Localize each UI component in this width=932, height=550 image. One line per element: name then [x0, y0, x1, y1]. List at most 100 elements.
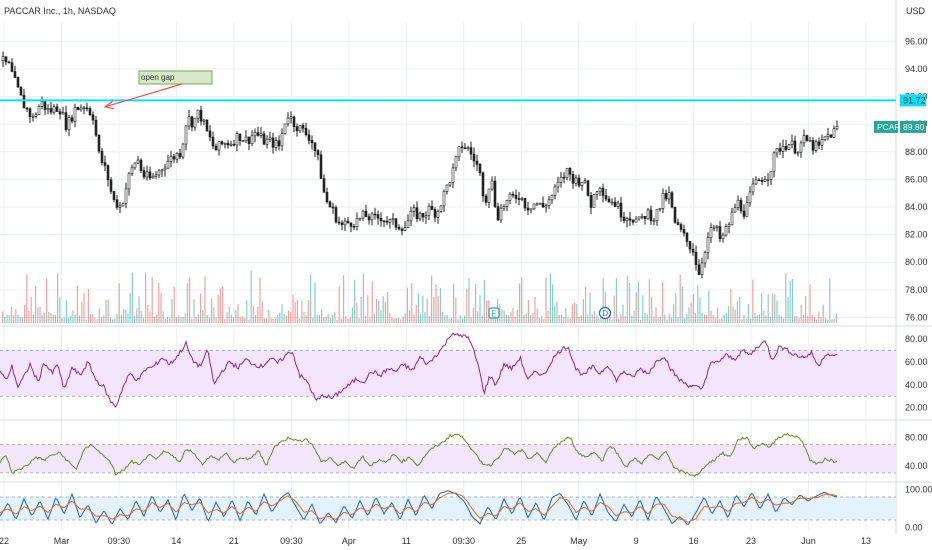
volume-bar: [312, 317, 314, 323]
volume-bar: [433, 296, 435, 323]
volume-bar: [752, 279, 754, 323]
volume-bar: [613, 295, 615, 323]
candle-body: [694, 251, 698, 266]
volume-bar: [668, 313, 670, 323]
candle-body: [601, 188, 605, 196]
candle-body: [817, 141, 821, 146]
volume-bar: [171, 298, 173, 323]
volume-bar: [68, 317, 70, 323]
candle-body: [385, 220, 389, 223]
volume-bar: [596, 315, 598, 323]
volume-bar: [246, 300, 248, 323]
candle-body: [376, 214, 380, 219]
volume-bar: [213, 307, 215, 323]
symbol-tag-text: PCAR: [877, 122, 901, 132]
volume-bar: [404, 313, 406, 323]
volume-bar: [340, 318, 342, 323]
candle-body: [778, 148, 782, 152]
candle-body: [463, 147, 467, 150]
volume-bar: [624, 315, 626, 323]
current-price-badge: PCAR 89.80: [874, 120, 926, 133]
candle-body: [355, 218, 359, 227]
candle-body: [502, 206, 506, 209]
volume-bar: [477, 311, 479, 323]
dividend-icon: [598, 306, 612, 320]
candle-body: [82, 107, 86, 110]
volume-bar: [743, 314, 745, 323]
volume-bar: [631, 315, 633, 323]
volume-bar: [241, 316, 243, 323]
volume-bar: [750, 318, 752, 323]
volume-bar: [336, 319, 338, 323]
osc-axis[interactable]: 80.00 40.00: [905, 432, 928, 471]
candle-body: [223, 142, 227, 145]
candle-body: [514, 194, 518, 199]
rsi-axis[interactable]: 80.00 60.00 40.00 20.00: [905, 334, 928, 413]
volume-bar: [813, 317, 815, 323]
candle-body: [139, 159, 143, 171]
volume-bar: [92, 314, 94, 323]
candle-body: [184, 125, 188, 145]
candle-body: [265, 138, 269, 145]
stoch-axis[interactable]: 100.00 0.00: [905, 484, 932, 532]
candle-body: [454, 156, 458, 169]
volume-bar: [413, 314, 415, 323]
volume-bar: [648, 279, 650, 323]
candle-body: [715, 226, 719, 228]
candle-body: [505, 200, 509, 207]
volume-bar: [314, 282, 316, 323]
volume-bar: [563, 316, 565, 323]
volume-bar: [472, 307, 474, 323]
candle-body: [292, 116, 296, 127]
candle-body: [580, 181, 584, 186]
candle-body: [670, 192, 674, 208]
candle-body: [679, 224, 683, 230]
price-axis[interactable]: 96.0094.0092.0090.0088.0086.0084.0082.00…: [905, 36, 928, 322]
volume-bar: [81, 301, 83, 323]
earnings-marker[interactable]: E: [488, 307, 500, 319]
volume-bar: [719, 318, 721, 323]
volume-bar: [26, 274, 28, 323]
volume-bar: [424, 311, 426, 323]
volume-bar: [732, 306, 734, 323]
volume-bar: [437, 296, 439, 323]
candle-body: [406, 220, 410, 228]
volume-bar: [15, 309, 17, 323]
volume-bar: [552, 284, 554, 323]
volume-bar: [811, 314, 813, 323]
volume-bar: [699, 297, 701, 323]
volume-bar: [754, 312, 756, 323]
volume-bar: [765, 315, 767, 323]
volume-bar: [85, 319, 87, 323]
price-tick-label: 88.00: [905, 147, 928, 157]
volume-bar: [296, 300, 298, 323]
volume-bar: [448, 318, 450, 323]
volume-bar: [789, 281, 791, 323]
dividend-marker[interactable]: D: [598, 306, 612, 320]
volume-bar: [274, 317, 276, 323]
volume-bar: [41, 315, 43, 323]
volume-bar: [763, 310, 765, 323]
volume-bar: [468, 278, 470, 323]
candle-body: [409, 210, 413, 222]
candle-body: [583, 180, 587, 183]
time-tick-label: Mar: [54, 536, 70, 546]
candle-body: [772, 152, 776, 172]
annotation-open-gap[interactable]: open gap: [103, 70, 213, 110]
price-tick-label: 94.00: [905, 64, 928, 74]
time-axis[interactable]: 22 Mar 09:30 14 21 09:30 Apr 11 09:30 25 May 9 16 23 J…: [0, 536, 871, 546]
volume-bar: [347, 318, 349, 323]
candle-body: [232, 143, 236, 146]
volume-bar: [369, 317, 371, 323]
volume-bar: [591, 314, 593, 323]
candle-body: [664, 193, 668, 200]
candle-body: [7, 61, 11, 64]
candle-body: [577, 177, 581, 186]
time-tick-label: 13: [861, 536, 871, 546]
candle-body: [520, 198, 524, 200]
dividend-label: D: [602, 309, 608, 318]
volume-bar: [470, 317, 472, 323]
candle-body: [103, 162, 107, 166]
candle-body: [745, 202, 749, 217]
